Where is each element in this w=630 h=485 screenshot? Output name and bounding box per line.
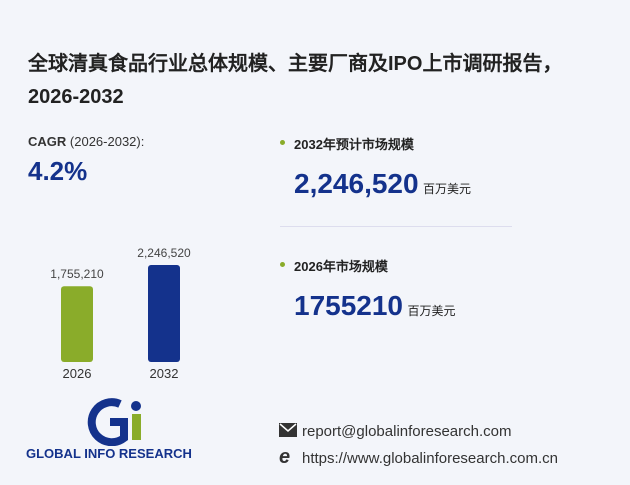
stat-unit: 百万美元 bbox=[423, 182, 472, 196]
email[interactable]: report@globalinforesearch.com bbox=[302, 423, 512, 440]
stat-value: 2,246,520 bbox=[294, 168, 419, 199]
value-label: 1,755,210 bbox=[50, 267, 104, 281]
stat-unit: 百万美元 bbox=[407, 304, 456, 318]
cagr-range: (2026-2032): bbox=[69, 134, 145, 149]
stat-label: 2032年预计市场规模 bbox=[294, 137, 414, 152]
bullet bbox=[280, 140, 285, 145]
web-icon: e bbox=[279, 446, 291, 468]
stat: 2,246,520 百万美元 bbox=[294, 168, 471, 200]
bullet bbox=[280, 262, 285, 267]
mail-icon bbox=[279, 423, 297, 437]
bar bbox=[148, 265, 180, 362]
value-label: 2,246,520 bbox=[137, 246, 191, 260]
url[interactable]: https://www.globalinforesearch.com.cn bbox=[302, 450, 558, 467]
bar bbox=[61, 286, 93, 362]
stat-label: 2026年市场规模 bbox=[294, 259, 388, 274]
stat-value: 1755210 bbox=[294, 290, 404, 321]
cagr-value: 4.2% bbox=[28, 156, 88, 186]
chart: 1,755,210 2026 2,246,520 2032 bbox=[50, 246, 191, 381]
divider bbox=[280, 226, 512, 227]
logo-mark bbox=[87, 398, 141, 446]
cagr-label: CAGR bbox=[28, 134, 67, 149]
title: 全球清真食品行业总体规模、主要厂商及IPO上市调研报告，2026-2032 bbox=[28, 53, 563, 108]
category-label: 2026 bbox=[63, 366, 92, 381]
logo-text: GLOBAL INFO RESEARCH bbox=[26, 446, 192, 461]
stat: 1755210 百万美元 bbox=[294, 290, 455, 322]
category-label: 2032 bbox=[150, 366, 179, 381]
cagr-line: CAGR (2026-2032): bbox=[28, 134, 144, 149]
